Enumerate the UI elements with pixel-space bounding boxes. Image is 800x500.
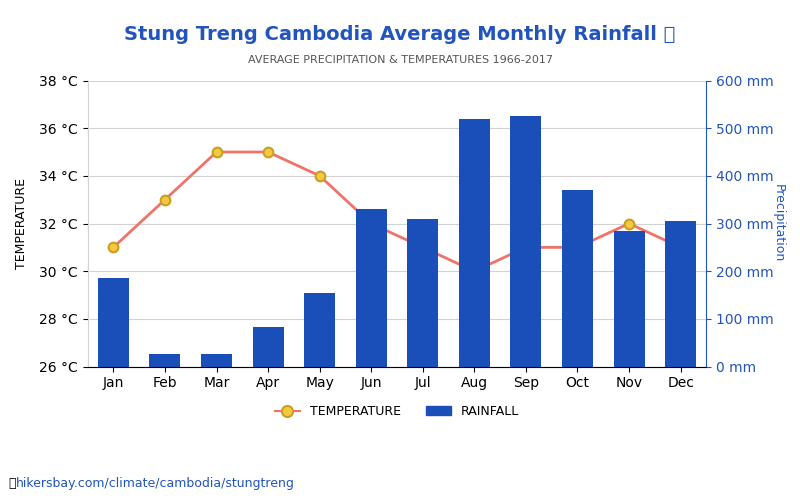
Bar [510, 116, 542, 366]
Text: 📍: 📍 [8, 477, 15, 490]
Text: hikersbay.com/climate/cambodia/stungtreng: hikersbay.com/climate/cambodia/stungtren… [16, 477, 295, 490]
Bar [201, 354, 232, 366]
Bar [304, 292, 335, 366]
Bar [665, 221, 696, 366]
Bar [98, 278, 129, 366]
Text: Stung Treng Cambodia Average Monthly Rainfall 🌧: Stung Treng Cambodia Average Monthly Rai… [124, 25, 676, 44]
Bar [562, 190, 593, 366]
Bar [253, 328, 283, 366]
Legend: TEMPERATURE, RAINFALL: TEMPERATURE, RAINFALL [270, 400, 524, 423]
Bar [356, 209, 386, 366]
Bar [407, 219, 438, 366]
Bar [150, 354, 181, 366]
Bar [614, 230, 645, 366]
Y-axis label: Precipitation: Precipitation [772, 184, 785, 262]
Bar [459, 118, 490, 366]
Y-axis label: TEMPERATURE: TEMPERATURE [15, 178, 28, 269]
Text: AVERAGE PRECIPITATION & TEMPERATURES 1966-2017: AVERAGE PRECIPITATION & TEMPERATURES 196… [247, 55, 553, 65]
